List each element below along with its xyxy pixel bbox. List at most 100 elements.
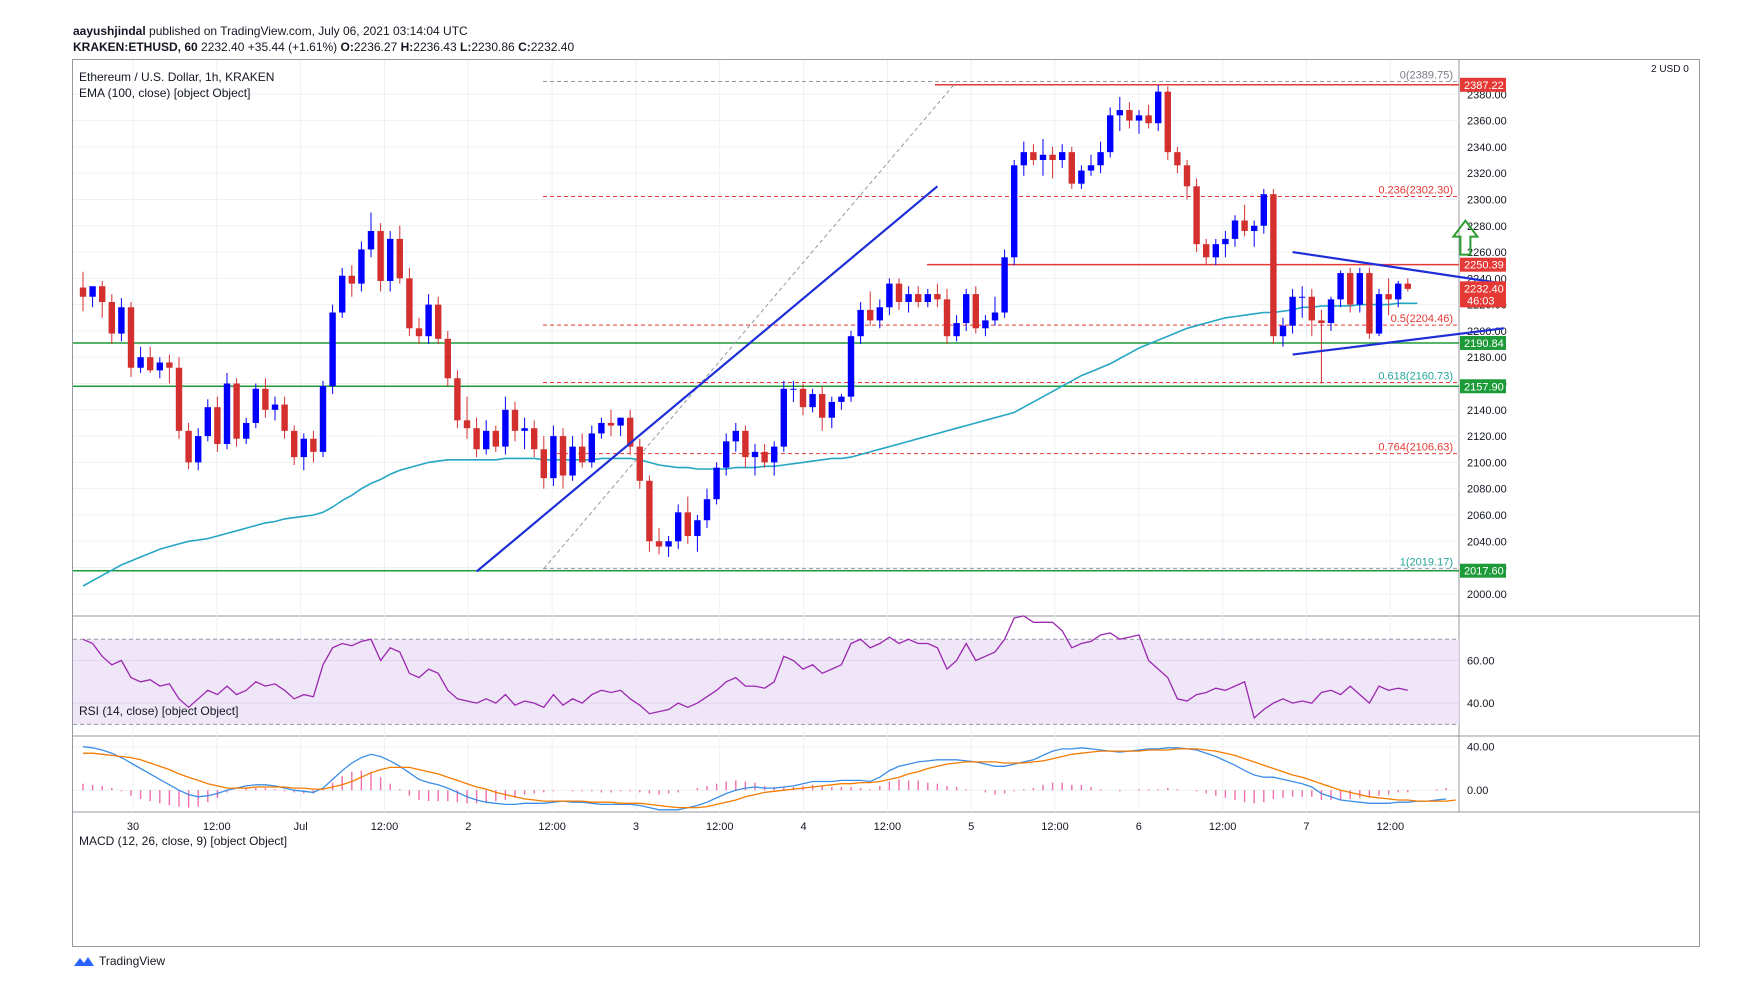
- price-axis-marker: [1460, 77, 1506, 92]
- candle-down: [636, 446, 643, 481]
- fib-level-label: 0.618(2160.73): [1378, 371, 1453, 383]
- candle-up: [857, 309, 864, 337]
- fib-level-label: 0.5(2204.46): [1391, 313, 1453, 325]
- low-label: L:: [460, 40, 472, 54]
- candle-up: [924, 294, 931, 303]
- candle-down: [233, 383, 240, 439]
- chart-frame[interactable]: 30 12:00 Jul 12:00 2 12:00 3 12:00 4 12:00 5 12:00 6…: [72, 59, 1700, 947]
- candle-down: [492, 430, 499, 447]
- price-axis-marker: [1460, 379, 1506, 394]
- candle-up: [1059, 152, 1066, 161]
- candle-down: [79, 287, 87, 297]
- candle-up: [665, 541, 672, 547]
- candle-up: [991, 312, 999, 321]
- fib-level-label: 0(2389.75): [1400, 69, 1453, 81]
- candle-down: [1318, 320, 1325, 324]
- candle-up: [425, 304, 432, 337]
- candle-down: [895, 283, 903, 303]
- macd-tick-label: 0.00: [1467, 785, 1488, 797]
- price-tick-label: 2120.00: [1467, 431, 1507, 443]
- time-tick-label: 12:00: [538, 821, 566, 833]
- candle-up: [675, 512, 682, 542]
- author-name[interactable]: aayushjindal: [73, 24, 146, 38]
- price-tick-label: 2360.00: [1467, 116, 1507, 128]
- brand-label: TradingView: [99, 954, 166, 968]
- price-axis-marker-label: 2387.22: [1464, 80, 1504, 92]
- candle-up: [790, 388, 797, 390]
- open-value: 2236.27: [353, 40, 398, 54]
- candle-down: [934, 294, 941, 300]
- ema-line: [82, 302, 1418, 587]
- candle-up: [1222, 238, 1229, 245]
- candle-up: [483, 430, 490, 450]
- price-tick-label: 2080.00: [1467, 484, 1507, 496]
- price-axis-marker-label: 2250.39: [1464, 260, 1504, 272]
- candle-up: [1078, 170, 1085, 184]
- fib-level-label: 0.236(2302.30): [1378, 184, 1453, 196]
- candle-down: [819, 394, 826, 418]
- candle-down: [1241, 220, 1248, 232]
- candle-up: [252, 388, 259, 423]
- price-tick-label: 2260.00: [1467, 247, 1507, 259]
- tradingview-brand[interactable]: TradingView: [73, 954, 165, 968]
- fib-trend-line: [543, 81, 957, 569]
- time-tick-label: 12:00: [874, 821, 902, 833]
- time-tick-label: 2: [465, 821, 471, 833]
- candle-down: [185, 430, 192, 463]
- candle-down: [214, 407, 221, 444]
- candle-up: [367, 231, 375, 250]
- candle-up: [771, 446, 778, 463]
- candle-up: [118, 307, 125, 334]
- candle-down: [646, 480, 653, 542]
- candle-down: [915, 294, 922, 303]
- candle-down: [627, 417, 634, 447]
- rsi-tick-label: 60.00: [1467, 656, 1495, 668]
- candle-up: [387, 238, 394, 281]
- fib-level-label: 1(2019.17): [1400, 557, 1453, 569]
- candle-up: [223, 383, 231, 444]
- time-tick-label: Jul: [294, 821, 308, 833]
- price-tick-label: 2380.00: [1467, 89, 1507, 101]
- price-tick-label: 2340.00: [1467, 142, 1507, 154]
- candle-up: [886, 283, 893, 308]
- candle-up: [905, 294, 912, 303]
- candle-down: [281, 404, 288, 431]
- candle-down: [742, 430, 749, 458]
- signal-line: [83, 748, 1456, 809]
- price-change: +35.44 (+1.61%): [247, 40, 338, 54]
- candle-up: [953, 323, 960, 337]
- main-pane-title: Ethereum / U.S. Dollar, 1h, KRAKEN: [79, 70, 275, 84]
- candle-up: [89, 286, 96, 297]
- candle-up: [502, 409, 509, 447]
- candle-down: [1404, 283, 1411, 289]
- time-tick-label: 12:00: [203, 821, 231, 833]
- candle-up: [1087, 165, 1095, 171]
- candle-down: [761, 451, 768, 463]
- candle-up: [588, 433, 595, 463]
- candle-down: [377, 231, 384, 281]
- candle-up: [1097, 152, 1104, 166]
- candle-up: [1107, 115, 1114, 153]
- candle-up: [617, 417, 624, 426]
- close-label: C:: [518, 40, 531, 54]
- candle-up: [694, 520, 701, 537]
- macd-line: [82, 746, 1447, 811]
- macd-tick-label: 40.00: [1467, 742, 1495, 754]
- close-value: 2232.40: [530, 40, 575, 54]
- candle-up: [1116, 110, 1123, 116]
- time-tick-label: 30: [127, 821, 139, 833]
- candle-up: [271, 404, 279, 410]
- candle-up: [1337, 273, 1344, 300]
- candle-down: [1164, 91, 1171, 153]
- time-tick-label: 6: [1136, 821, 1142, 833]
- candle-down: [943, 299, 951, 337]
- tradingview-logo-icon: [74, 957, 94, 966]
- candle-up: [1279, 325, 1287, 337]
- candle-up: [1395, 283, 1402, 300]
- candle-up: [1327, 299, 1335, 324]
- candle-down: [348, 275, 355, 284]
- candle-down: [435, 304, 442, 339]
- chart-canvas[interactable]: 30 12:00 Jul 12:00 2 12:00 3 12:00 4 12:00 5 12:00 6…: [73, 60, 1699, 946]
- candle-down: [867, 309, 874, 321]
- candle-down: [972, 294, 979, 329]
